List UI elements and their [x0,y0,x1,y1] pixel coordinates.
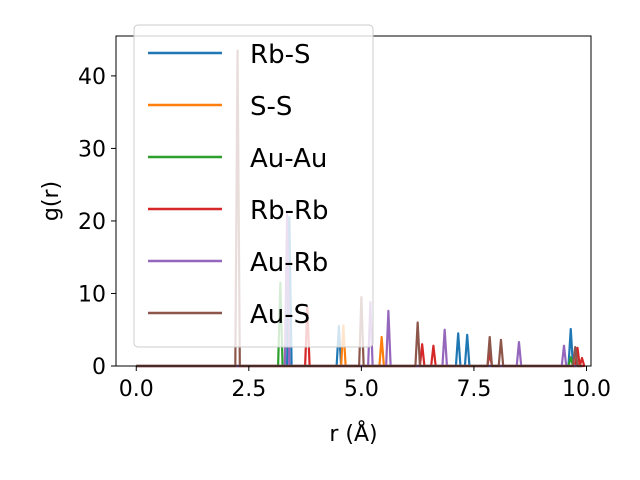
legend-label-rb-s: Rb-S [250,40,310,70]
legend-label-au-au: Au-Au [250,144,327,174]
axes-layer: 0.0 2.5 5.0 7.5 10.0 0 10 20 30 40 r (Å) g(r) [39,35,611,447]
x-tick-label: 2.5 [231,377,266,402]
legend-label-s-s: S-S [250,92,292,122]
legend: Rb-S S-S Au-Au Rb-Rb Au-Rb Au-S [133,24,374,348]
y-tick-label: 40 [78,65,106,90]
y-tick-label: 30 [78,137,106,162]
x-tick-label: 10.0 [562,377,611,402]
legend-label-rb-rb: Rb-Rb [250,196,329,226]
x-tick-label: 7.5 [456,377,491,402]
legend-box [133,24,374,348]
x-tick-label: 5.0 [344,377,379,402]
y-axis-label: g(r) [39,181,64,221]
legend-label-au-rb: Au-Rb [250,248,328,278]
y-tick-label: 10 [78,282,106,307]
y-tick-label: 20 [78,210,106,235]
x-axis-label: r (Å) [329,420,377,447]
y-tick-label: 0 [92,355,106,380]
x-tick-label: 0.0 [119,377,154,402]
legend-label-au-s: Au-S [250,300,310,330]
